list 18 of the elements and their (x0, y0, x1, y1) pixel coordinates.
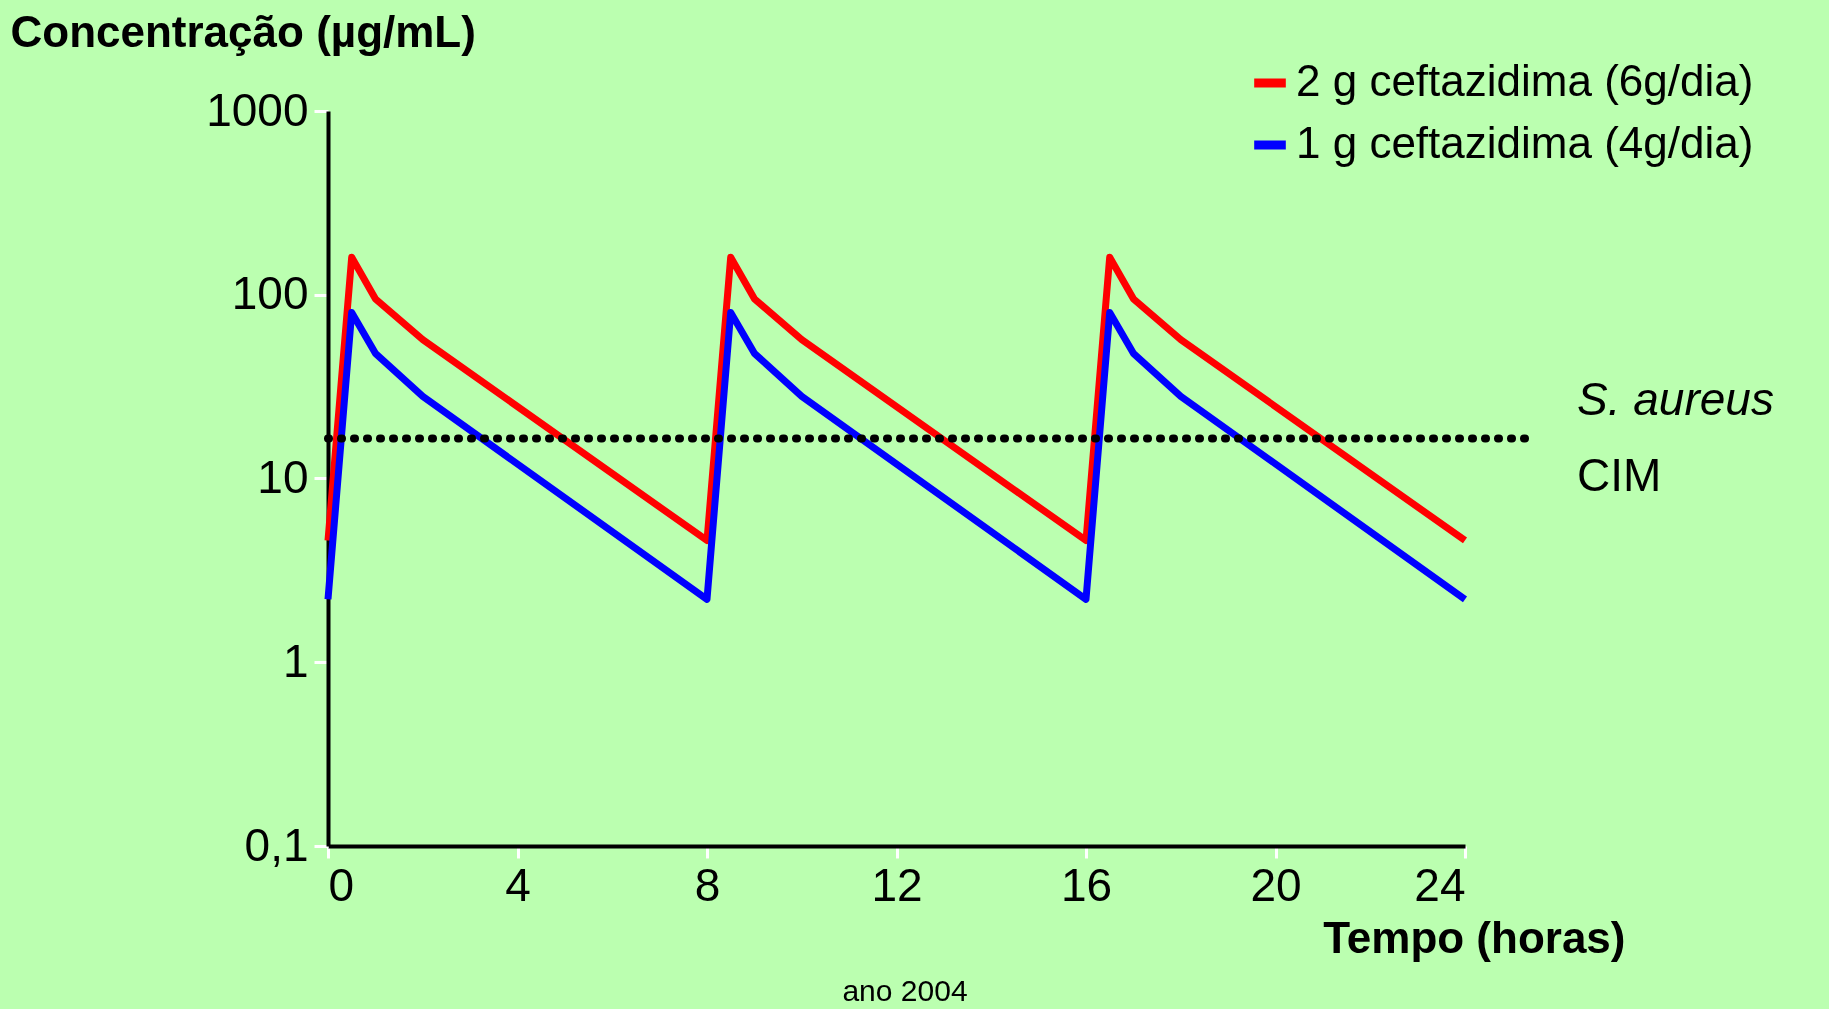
x-tick-label: 24 (1414, 858, 1466, 911)
text: ano 2004 (842, 974, 968, 1007)
legend-label: 2 g ceftazidima (6g/dia) (1296, 56, 1754, 105)
y-tick-label: 1 (282, 634, 309, 687)
x-axis-title: Tempo (horas) (1323, 912, 1626, 962)
x-tick-label: 12 (871, 858, 923, 911)
x-tick-label: 20 (1250, 858, 1302, 911)
y-tick-label: 1000 (206, 83, 309, 136)
x-tick-label: 4 (505, 858, 531, 911)
y-axis-title: Concentração (µg/mL) (10, 6, 476, 56)
x-tick-label: 8 (694, 858, 721, 911)
x-tick-label: 16 (1060, 858, 1113, 911)
legend-label: 1 g ceftazidima (4g/dia) (1296, 118, 1754, 167)
y-tick-label: 100 (231, 267, 309, 320)
x-tick-label: 0 (328, 858, 355, 911)
y-tick-label: 0,1 (244, 818, 309, 871)
ref-line-label: S. aureus CIM (1577, 372, 1774, 501)
y-tick-label: 10 (257, 451, 309, 503)
